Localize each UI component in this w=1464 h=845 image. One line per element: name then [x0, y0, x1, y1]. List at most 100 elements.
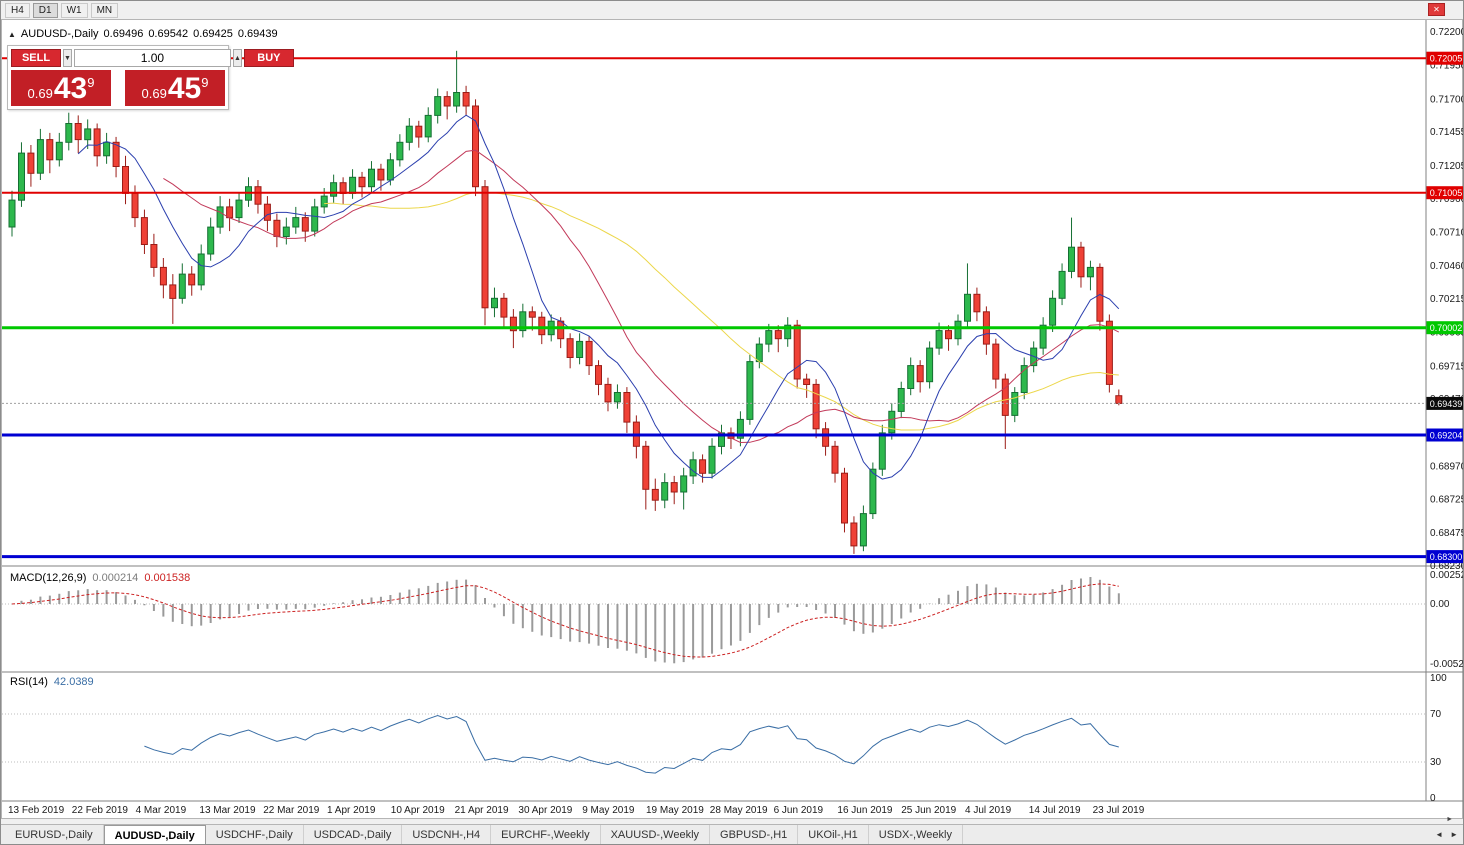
horizontal-scrollbar[interactable]: ► [1, 816, 1463, 824]
price-badge-0.72005 [1426, 51, 1463, 65]
date-axis-label: 16 Jun 2019 [837, 805, 892, 816]
rsi-name: RSI(14) [10, 676, 48, 688]
timeframe-buttons: H4 D1 W1 MN [5, 2, 121, 18]
date-axis-label: 1 Apr 2019 [327, 805, 376, 816]
price-badge-0.72005-label: 0.72005 [1430, 54, 1463, 64]
scroll-right-icon[interactable]: ► [1446, 816, 1453, 823]
buy-price-sup: 9 [201, 75, 209, 90]
date-axis-label: 4 Jul 2019 [965, 805, 1012, 816]
price-axis-label: 0.69715 [1430, 361, 1464, 372]
price-axis-label: 0.70960 [1430, 194, 1464, 205]
buy-price-prefix: 0.69 [141, 86, 167, 101]
date-axis-label: 14 Jul 2019 [1029, 805, 1081, 816]
chart-tab-eurusd-daily[interactable]: EURUSD-,Daily [5, 825, 104, 844]
rsi-indicator-label: RSI(14) 42.0389 [10, 676, 94, 688]
tab-scroll-right-icon[interactable]: ► [1450, 830, 1458, 839]
macd-signal-line [11, 583, 1119, 658]
rsi-axis-label: 70 [1430, 709, 1442, 720]
rsi-axis-label: 30 [1430, 757, 1442, 768]
current-price-badge-label: 0.69439 [1430, 399, 1463, 409]
timeframe-button-mn[interactable]: MN [90, 2, 119, 18]
volume-decrease-button[interactable]: ▼ [63, 49, 72, 67]
quote-open: 0.69496 [103, 28, 144, 40]
quote-high: 0.69542 [148, 28, 189, 40]
macd-axis-label: 0.00 [1430, 599, 1450, 610]
ma-mid-line [163, 149, 1120, 444]
chart-tab-xauusd-weekly[interactable]: XAUUSD-,Weekly [601, 825, 711, 844]
quote-low: 0.69425 [193, 28, 233, 40]
close-button[interactable]: ✕ [1428, 3, 1445, 16]
price-axis-label: 0.70215 [1430, 294, 1464, 305]
date-axis-label: 25 Jun 2019 [901, 805, 956, 816]
chart-tab-eurchf-weekly[interactable]: EURCHF-,Weekly [491, 825, 601, 844]
sell-price-display[interactable]: 0.69 43 9 [11, 70, 111, 106]
rsi-axis-label: 100 [1430, 673, 1447, 684]
macd-name: MACD(12,26,9) [10, 572, 87, 584]
sell-button[interactable]: SELL [11, 49, 61, 67]
date-axis-label: 28 May 2019 [710, 805, 768, 816]
macd-signal-value: 0.001538 [144, 572, 191, 584]
sell-price-big: 43 [53, 72, 88, 105]
rsi-line [144, 714, 1119, 774]
price-axis-label: 0.70710 [1430, 227, 1464, 238]
date-axis-label: 22 Mar 2019 [263, 805, 320, 816]
price-axis-label: 0.68230 [1430, 561, 1464, 572]
buy-button[interactable]: BUY [243, 49, 294, 67]
one-click-toggle-icon[interactable]: ▲ [8, 29, 16, 39]
date-axis-label: 19 May 2019 [646, 805, 704, 816]
macd-main-value: 0.000214 [92, 572, 139, 584]
macd-axis-label: 0.002522 [1430, 570, 1464, 581]
chart-tab-gbpusd-h1[interactable]: GBPUSD-,H1 [710, 825, 799, 844]
chart-header: ▲ AUDUSD-,Daily 0.69496 0.69542 0.69425 … [8, 28, 278, 40]
chart-tab-usdcnh-h4[interactable]: USDCNH-,H4 [402, 825, 492, 844]
buy-price-display[interactable]: 0.69 45 9 [125, 70, 225, 106]
quote-close: 0.69439 [237, 28, 278, 40]
macd-histogram [11, 577, 1120, 664]
date-axis-label: 9 May 2019 [582, 805, 635, 816]
date-axis-label: 13 Feb 2019 [8, 805, 65, 816]
timeframe-toolbar: H4 D1 W1 MN ✕ [1, 1, 1463, 20]
chart-tab-usdchf-daily[interactable]: USDCHF-,Daily [206, 825, 304, 844]
candles-layer [8, 50, 1123, 554]
price-badge-0.70002-label: 0.70002 [1430, 323, 1463, 333]
date-axis-label: 30 Apr 2019 [518, 805, 572, 816]
date-axis-label: 21 Apr 2019 [455, 805, 509, 816]
volume-increase-button[interactable]: ▲ [232, 49, 242, 67]
price-badge-0.71005-label: 0.71005 [1430, 188, 1463, 198]
price-chart-canvas[interactable]: 0.72200 0.71950 0.71700 0.71455 0.71205 0.709… [2, 20, 1464, 818]
chart-tab-ukoil-h1[interactable]: UKOil-,H1 [798, 825, 869, 844]
date-axis-label: 6 Jun 2019 [774, 805, 824, 816]
timeframe-button-h4[interactable]: H4 [5, 2, 30, 18]
chart-tabs: EURUSD-,Daily AUDUSD-,Daily USDCHF-,Daily U… [5, 825, 963, 844]
macd-indicator-label: MACD(12,26,9) 0.000214 0.001538 [10, 572, 190, 584]
price-axis-label: 0.72200 [1430, 27, 1464, 38]
price-axis-label: 0.68970 [1430, 461, 1464, 472]
date-axis-label: 23 Jul 2019 [1093, 805, 1145, 816]
date-axis-label: 4 Mar 2019 [136, 805, 187, 816]
tab-scroll-left-icon[interactable]: ◄ [1435, 830, 1444, 839]
timeframe-button-d1[interactable]: D1 [32, 2, 58, 18]
chart-tab-usdcad-daily[interactable]: USDCAD-,Daily [304, 825, 403, 844]
chart-tab-audusd-daily[interactable]: AUDUSD-,Daily [103, 825, 206, 844]
sell-price-prefix: 0.69 [27, 86, 53, 101]
current-price-badge [1426, 396, 1463, 410]
timeframe-button-w1[interactable]: W1 [60, 2, 88, 18]
ma-fast-line [77, 114, 1120, 480]
chart-tab-bar: EURUSD-,Daily AUDUSD-,Daily USDCHF-,Daily U… [1, 824, 1463, 844]
chart-tab-usdx-weekly[interactable]: USDX-,Weekly [869, 825, 963, 844]
macd-axis-label: -0.005234 [1430, 659, 1464, 670]
chart-symbol-title: AUDUSD-,Daily [20, 28, 99, 40]
date-axis-label: 10 Apr 2019 [391, 805, 445, 816]
price-axis-label: 0.71455 [1430, 127, 1464, 138]
price-badge-0.69204 [1426, 428, 1463, 442]
tab-scroll-arrows: ◄ ► [1435, 830, 1458, 839]
price-badge-0.70002 [1426, 321, 1463, 335]
price-axis-label: 0.68475 [1430, 528, 1464, 539]
chart-area: 0.72200 0.71950 0.71700 0.71455 0.71205 0.709… [1, 20, 1463, 818]
volume-input[interactable] [73, 49, 231, 67]
rsi-value: 42.0389 [53, 676, 94, 688]
date-axis-label: 13 Mar 2019 [199, 805, 256, 816]
price-badge-0.71005 [1426, 186, 1463, 200]
